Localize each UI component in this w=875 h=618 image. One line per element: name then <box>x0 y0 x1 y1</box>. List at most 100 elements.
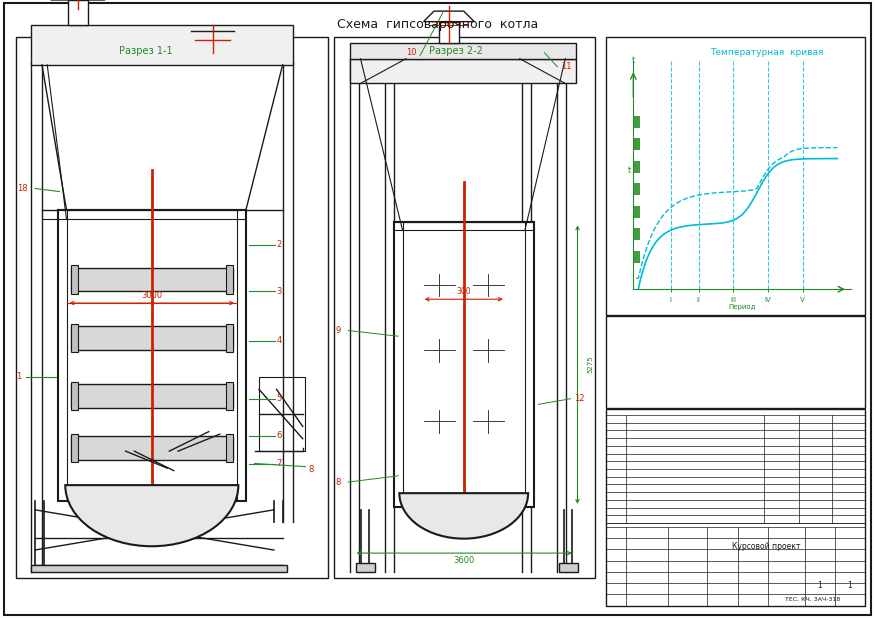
Bar <box>226 434 233 462</box>
Bar <box>607 516 625 522</box>
Text: Разрез 1-1: Разрез 1-1 <box>119 46 172 56</box>
Bar <box>559 563 578 572</box>
Bar <box>607 477 625 484</box>
Text: 5275: 5275 <box>588 356 593 373</box>
Bar <box>439 22 458 43</box>
Text: 1: 1 <box>16 373 21 381</box>
Bar <box>607 485 625 491</box>
Bar <box>704 355 800 360</box>
Bar <box>350 59 576 83</box>
Bar <box>350 43 576 59</box>
Text: t: t <box>632 56 635 65</box>
Circle shape <box>471 409 506 434</box>
Wedge shape <box>399 493 528 539</box>
Circle shape <box>129 61 139 69</box>
Bar <box>71 434 78 462</box>
Text: Температурная  кривая: Температурная кривая <box>710 48 823 57</box>
Text: 8: 8 <box>335 478 340 486</box>
Bar <box>58 210 246 501</box>
Bar <box>627 509 724 514</box>
Bar <box>68 0 88 25</box>
Bar <box>607 470 625 476</box>
Circle shape <box>113 35 123 42</box>
Bar <box>402 222 525 507</box>
Bar <box>800 462 831 468</box>
Bar <box>16 37 328 578</box>
Bar <box>734 369 791 375</box>
Bar <box>800 516 831 522</box>
Bar <box>607 462 625 468</box>
Text: 3600: 3600 <box>453 556 475 565</box>
Text: 8: 8 <box>309 465 314 474</box>
Text: 18: 18 <box>18 184 28 193</box>
Bar <box>607 439 625 446</box>
Text: 6: 6 <box>276 431 282 440</box>
Bar <box>613 369 727 375</box>
Bar <box>226 266 233 294</box>
Bar <box>613 326 718 332</box>
Text: Курсовой проект: Курсовой проект <box>732 542 801 551</box>
Bar <box>747 341 822 346</box>
Circle shape <box>115 36 153 63</box>
Text: 5: 5 <box>276 394 282 404</box>
Circle shape <box>422 409 457 434</box>
Circle shape <box>125 43 143 56</box>
Circle shape <box>150 46 161 53</box>
Bar <box>627 494 711 499</box>
Bar <box>800 423 831 430</box>
Text: 1: 1 <box>847 582 852 590</box>
Bar <box>627 439 706 445</box>
Bar <box>627 463 715 468</box>
Bar <box>627 486 667 491</box>
Text: 3000: 3000 <box>141 291 163 300</box>
Circle shape <box>481 345 495 355</box>
Bar <box>613 355 697 360</box>
Wedge shape <box>66 485 238 546</box>
Circle shape <box>422 338 457 363</box>
Bar <box>634 116 640 127</box>
Bar <box>800 416 831 422</box>
Circle shape <box>144 35 155 42</box>
Text: 4: 4 <box>276 336 282 345</box>
Circle shape <box>113 57 123 64</box>
Bar <box>627 417 689 421</box>
Bar <box>607 508 625 515</box>
Circle shape <box>432 280 446 290</box>
Circle shape <box>422 273 457 297</box>
Bar <box>71 384 233 408</box>
Circle shape <box>107 46 117 53</box>
Bar <box>833 516 864 522</box>
Circle shape <box>432 417 446 426</box>
Bar <box>71 326 233 350</box>
Y-axis label: t: t <box>628 166 632 175</box>
Bar <box>31 25 293 65</box>
Bar <box>634 250 640 263</box>
Text: 9: 9 <box>335 326 340 335</box>
Text: 2: 2 <box>276 240 282 250</box>
Bar <box>627 455 671 460</box>
Bar <box>31 565 287 572</box>
Bar <box>71 324 78 352</box>
Text: ТЕС, КЧ, ЗАЧ-318: ТЕС, КЧ, ЗАЧ-318 <box>785 597 841 602</box>
X-axis label: Период: Период <box>728 304 756 310</box>
Bar <box>607 423 625 430</box>
Bar <box>634 138 640 150</box>
Bar <box>606 316 864 408</box>
Bar <box>800 485 831 491</box>
Bar <box>607 431 625 438</box>
Bar <box>634 228 640 240</box>
Bar <box>628 596 701 603</box>
Circle shape <box>481 417 495 426</box>
Bar <box>66 210 237 501</box>
Bar <box>695 383 778 389</box>
Bar <box>226 382 233 410</box>
Bar <box>394 222 534 507</box>
Bar <box>627 424 719 430</box>
Text: 1: 1 <box>817 582 822 590</box>
Polygon shape <box>195 31 230 53</box>
Text: 7: 7 <box>276 459 282 468</box>
Bar <box>613 341 740 346</box>
Bar <box>627 517 697 522</box>
Bar <box>634 206 640 218</box>
Bar <box>356 563 375 572</box>
